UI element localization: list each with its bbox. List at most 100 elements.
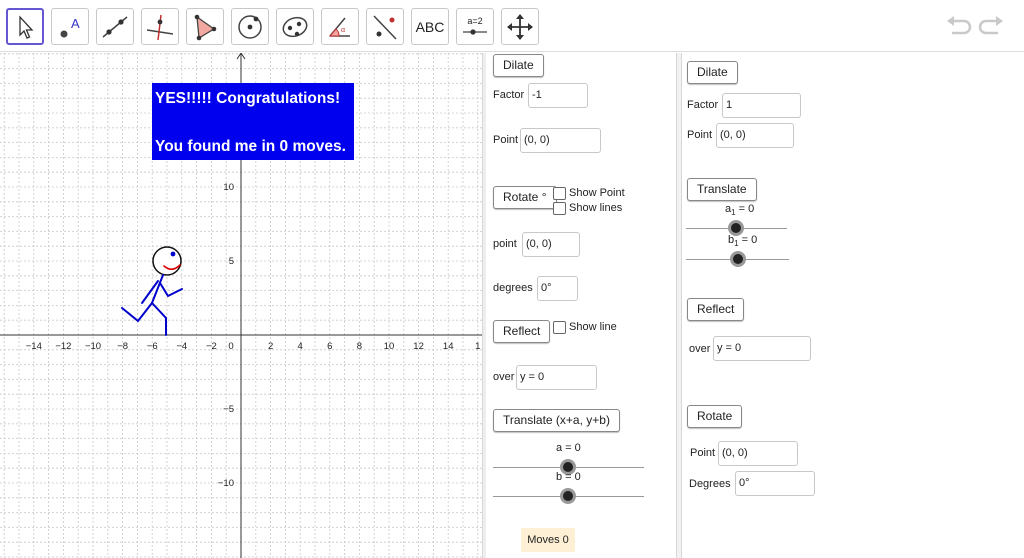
rotate-point-label-2: Point [690,447,716,459]
coordinate-plane[interactable]: −14 −12 −10 −8 −6 −4 −2 0 2 4 6 8 10 12 14 1 10 5 −5 −10 [0,53,482,558]
slider-b-label: b = 0 [556,471,581,483]
y-tick-labels: 10 5 −5 −10 [218,182,234,489]
perpendicular-tool-button[interactable] [141,8,179,45]
panel-divider-2[interactable] [676,53,682,558]
x-tick-label: −12 [55,341,71,352]
slider-icon: a=2 [463,16,487,35]
line-tool-button[interactable] [96,8,134,45]
reflect-button[interactable]: Reflect [493,320,551,343]
over-label-2: over [689,343,711,355]
point-label-2: Point [687,129,713,141]
y-tick-label: 10 [223,182,234,193]
slider-tool-label: a=2 [467,16,482,26]
move-arrows-icon [507,13,533,40]
figure-leg-left [121,302,153,323]
y-tick-label: 5 [229,256,234,267]
slider-b1-label: b1 = 0 [728,234,758,249]
point-tool-button[interactable]: A [51,8,89,45]
reflect-button-2[interactable]: Reflect [687,298,745,321]
x-tick-label: 10 [384,341,395,352]
show-lines-checkbox[interactable] [553,202,566,215]
rotate-point-input[interactable]: (0, 0) [522,232,580,257]
slider-b-knob[interactable] [560,488,576,504]
x-tick-label: 6 [327,341,332,352]
text-tool-button[interactable]: ABC [411,8,449,45]
angle-tool-button[interactable]: α [321,8,359,45]
angle-icon: α [328,17,350,37]
transform-panel-right: Dilate Factor 1 Point (0, 0) Translate a… [682,53,1024,558]
graphics-view[interactable]: −14 −12 −10 −8 −6 −4 −2 0 2 4 6 8 10 12 14 1 10 5 −5 −10 Y… [0,53,482,558]
transform-panel-left: Dilate Factor -1 Point (0, 0) Rotate ° S… [486,53,676,558]
x-tick-label: −10 [85,341,101,352]
message-line-2: You found me in 0 moves. [155,138,346,155]
undo-icon[interactable] [944,14,972,38]
point-icon: A [60,16,80,37]
toolbar: A α [0,0,1024,52]
rotate-button-2[interactable]: Rotate [687,405,743,428]
cursor-arrow-icon [19,14,34,39]
slider-a-knob[interactable] [560,459,576,475]
degrees-label-2: Degrees [689,478,731,490]
move-graphics-tool-button[interactable] [501,8,539,45]
ellipse-icon [282,16,308,37]
show-lines-label: Show lines [569,202,623,214]
figure-eye [170,251,176,257]
message-line-1: YES!!!!! Congratulations! [155,90,341,107]
rotate-point-label: point [493,238,517,250]
perpendicular-line-icon [146,14,174,40]
dilate-point-input[interactable]: (0, 0) [520,128,601,153]
translate-button[interactable]: Translate (x+a, y+b) [493,409,620,432]
text-tool-label: ABC [415,18,445,35]
figure-body [151,274,164,304]
svg-text:A: A [71,16,80,31]
figure-head [152,246,182,276]
factor-input[interactable]: -1 [528,83,588,108]
moves-counter: Moves 0 [521,528,575,552]
polygon-icon [194,14,217,40]
redo-icon[interactable] [978,14,1006,38]
panel-divider[interactable] [482,53,486,558]
factor-input-2[interactable]: 1 [722,93,801,118]
degrees-input[interactable]: 0° [537,276,578,301]
degrees-input-2[interactable]: 0° [735,471,815,496]
dilate-button-2[interactable]: Dilate [687,61,738,84]
conic-tool-button[interactable] [276,8,314,45]
stick-figure [121,246,183,336]
figure-arm-right [159,282,183,298]
slider-b1-knob[interactable] [730,251,746,267]
figure-arm-left [141,280,159,304]
x-tick-label: −4 [176,341,187,352]
over-input[interactable]: y = 0 [516,365,597,390]
move-tool-button[interactable] [6,8,44,45]
x-tick-label: −14 [26,341,42,352]
show-point-checkbox[interactable] [553,187,566,200]
x-tick-label: 0 [228,341,233,352]
x-tick-label: −2 [206,341,217,352]
x-tick-label: 12 [413,341,424,352]
over-label: over [493,371,515,383]
x-tick-label: −8 [117,341,128,352]
point-input-2[interactable]: (0, 0) [716,123,794,148]
factor-label: Factor [493,89,525,101]
figure-leg-right [151,302,167,336]
rotate-button[interactable]: Rotate ° [493,186,557,209]
slider-a-label: a = 0 [556,442,581,454]
degrees-label: degrees [493,282,533,294]
rotate-point-input-2[interactable]: (0, 0) [718,441,798,466]
show-line-checkbox[interactable] [553,321,566,334]
factor-label-2: Factor [687,99,719,111]
dilate-button[interactable]: Dilate [493,54,544,77]
circle-tool-button[interactable] [231,8,269,45]
y-tick-label: −10 [218,478,234,489]
polygon-tool-button[interactable] [186,8,224,45]
translate-button-2[interactable]: Translate [687,178,757,201]
line-icon [102,15,128,38]
show-line-label: Show line [569,321,617,333]
x-tick-label: 8 [357,341,362,352]
x-tick-label: −6 [147,341,158,352]
x-tick-label: 2 [268,341,273,352]
slider-tool-button[interactable]: a=2 [456,8,494,45]
slider-a1-knob[interactable] [728,220,744,236]
over-input-2[interactable]: y = 0 [713,336,811,361]
reflect-tool-button[interactable] [366,8,404,45]
